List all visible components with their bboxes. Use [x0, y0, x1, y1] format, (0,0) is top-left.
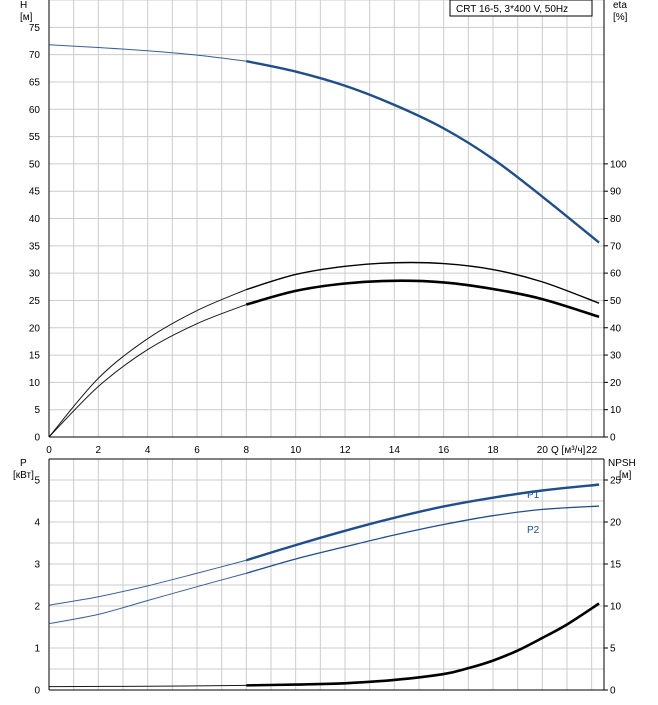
bottom-left-y-tick-label: 3 [34, 560, 40, 571]
x-tick-label: 8 [244, 445, 250, 456]
top-right-y-tick-label: 60 [610, 269, 622, 280]
top-right-y-tick-label: 80 [610, 214, 622, 225]
series-eta_thin-bold [246, 261, 600, 304]
x-tick-label: 18 [487, 445, 499, 456]
series-label-p1: P1 [527, 490, 540, 501]
bottom-right-y-tick-label: 15 [610, 560, 622, 571]
bottom-left-ylabel-unit: [кВт] [13, 470, 34, 481]
legend-box: CRT 16-5, 3*400 V, 50Hz [449, 0, 593, 17]
bottom-right-y-tick-label: 10 [610, 602, 622, 613]
bottom-right-ylabel-symbol: NPSH [608, 458, 636, 469]
series-P2-bold [246, 505, 600, 574]
series-P1-thin [48, 559, 247, 606]
tick-labels: 0 2 4 6 8 10 12 14 16 18 20 22051015202530354045505… [29, 23, 627, 697]
bottom-right-ylabel-unit: [м] [619, 470, 632, 481]
top-left-y-tick-label: 25 [29, 296, 41, 307]
series-P1-bold [245, 483, 600, 562]
bottom-left-y-tick-label: 4 [34, 518, 40, 529]
top-left-y-tick-label: 45 [29, 187, 41, 198]
axes [48, 0, 608, 691]
top-right-y-tick-label: 70 [610, 241, 622, 252]
x-tick-label: 12 [339, 445, 351, 456]
top-right-y-tick-label: 10 [610, 405, 622, 416]
series-eta_thin-thin [48, 289, 247, 438]
x-tick-label: 22 [586, 445, 598, 456]
x-tick-label: 0 [46, 445, 52, 456]
top-left-y-tick-label: 30 [29, 269, 41, 280]
top-left-y-tick-label: 70 [29, 50, 41, 61]
series-H-thin [48, 44, 247, 62]
bottom-right-y-tick-label: 5 [610, 644, 616, 655]
grid-top [49, 0, 604, 437]
series-NPSH-bold [246, 602, 600, 687]
top-right-ylabel-unit: [%] [613, 12, 628, 23]
bottom-left-ylabel-symbol: P [20, 458, 27, 469]
top-right-y-tick-label: 50 [610, 296, 622, 307]
x-tick-label: 14 [389, 445, 401, 456]
bottom-right-y-tick-label: 0 [610, 686, 616, 697]
top-left-y-tick-label: 55 [29, 132, 41, 143]
top-left-y-tick-label: 10 [29, 378, 41, 389]
top-right-y-tick-label: 20 [610, 378, 622, 389]
top-left-y-tick-label: 15 [29, 351, 41, 362]
top-left-y-tick-label: 75 [29, 23, 41, 34]
top-left-y-tick-label: 40 [29, 214, 41, 225]
x-tick-label: 20 [537, 445, 549, 456]
x-tick-label: 2 [96, 445, 102, 456]
series-P2-thin [48, 572, 247, 625]
x-tick-label: 4 [145, 445, 151, 456]
top-left-y-tick-label: 65 [29, 77, 41, 88]
series-lines [48, 44, 600, 688]
top-left-y-tick-label: 50 [29, 159, 41, 170]
bottom-left-y-tick-label: 0 [34, 686, 40, 697]
x-tick-label: 16 [438, 445, 450, 456]
bottom-left-y-tick-label: 5 [34, 476, 40, 487]
series-label-p2: P2 [527, 525, 540, 536]
top-left-y-tick-label: 5 [34, 405, 40, 416]
top-right-y-tick-label: 40 [610, 323, 622, 334]
top-right-y-tick-label: 90 [610, 187, 622, 198]
axis-labels: H [м] eta [%] Q [м³/ч] P [кВт] NPSH [м] … [13, 0, 636, 536]
x-tick-label: 10 [290, 445, 302, 456]
top-left-ylabel-symbol: H [20, 0, 27, 11]
top-left-y-tick-label: 20 [29, 323, 41, 334]
series-NPSH-thin [48, 684, 247, 688]
series-eta_bold-thin [48, 304, 247, 438]
top-right-y-tick-label: 0 [610, 433, 616, 444]
top-right-ylabel-symbol: eta [613, 0, 627, 11]
top-right-y-tick-label: 30 [610, 351, 622, 362]
legend-box-text: CRT 16-5, 3*400 V, 50Hz [456, 4, 568, 15]
x-axis-label: Q [м³/ч] [551, 445, 586, 456]
bottom-left-y-tick-label: 1 [34, 644, 40, 655]
top-right-y-tick-label: 100 [610, 159, 627, 170]
bottom-right-y-tick-label: 20 [610, 518, 622, 529]
top-left-y-tick-label: 60 [29, 105, 41, 116]
top-left-y-tick-label: 0 [34, 433, 40, 444]
series-eta_bold-bold [245, 279, 600, 319]
top-left-ylabel-unit: [м] [20, 12, 33, 23]
top-left-y-tick-label: 35 [29, 241, 41, 252]
bottom-right-y-tick-label: 25 [610, 476, 622, 487]
bottom-left-y-tick-label: 2 [34, 602, 40, 613]
x-tick-label: 6 [194, 445, 200, 456]
grid-bottom [49, 458, 604, 690]
series-H-bold [246, 60, 600, 244]
